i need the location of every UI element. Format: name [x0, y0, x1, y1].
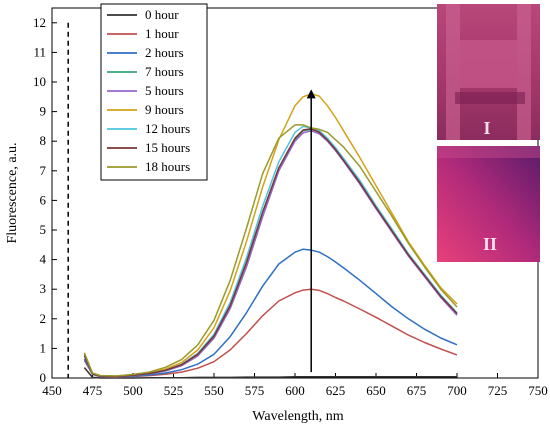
series-line-0	[83, 367, 457, 379]
y-tick-label-4: 4	[40, 252, 47, 267]
y-tick-label-8: 8	[40, 133, 47, 148]
y-tick-label-0: 0	[40, 370, 47, 385]
y-tick-label-9: 9	[40, 104, 47, 119]
y-tick-label-10: 10	[33, 74, 46, 89]
legend-entry-4: 5 hours	[145, 83, 184, 98]
legend-entry-7: 15 hours	[145, 140, 190, 155]
legend-entry-1: 1 hour	[145, 26, 179, 41]
legend-entry-2: 2 hours	[145, 45, 184, 60]
legend-entry-6: 12 hours	[145, 121, 190, 136]
series-lines	[83, 93, 458, 379]
inset-label-II: II	[483, 234, 497, 254]
legend-entry-3: 7 hours	[145, 64, 184, 79]
legend-entry-5: 9 hours	[145, 102, 184, 117]
inset-label-I: I	[483, 118, 490, 138]
y-tick-label-2: 2	[40, 311, 47, 326]
y-tick-label-5: 5	[40, 222, 47, 237]
y-tick-label-11: 11	[33, 44, 46, 59]
inset-photo-I: I	[437, 4, 540, 140]
x-tick-label-4: 550	[204, 383, 224, 398]
x-tick-label-3: 525	[164, 383, 184, 398]
annotations	[67, 22, 316, 378]
x-tick-label-1: 475	[83, 383, 103, 398]
x-axis-label: Wavelength, nm	[252, 409, 344, 424]
legend-entry-0: 0 hour	[145, 7, 179, 22]
x-tick-label-6: 600	[285, 383, 305, 398]
x-tick-label-7: 625	[326, 383, 346, 398]
inset-photo-II: II	[437, 146, 540, 262]
x-tick-label-5: 575	[245, 383, 265, 398]
x-tick-label-8: 650	[366, 383, 386, 398]
x-tick-label-9: 675	[407, 383, 427, 398]
x-tick-label-2: 500	[123, 383, 143, 398]
legend: 0 hour 1 hour 2 hours 7 hours 5 hours 9 hours…	[100, 3, 208, 181]
y-tick-label-1: 1	[40, 340, 47, 355]
x-tick-label-10: 700	[447, 383, 467, 398]
y-tick-label-3: 3	[40, 281, 47, 296]
y-tick-label-12: 12	[33, 15, 46, 30]
y-tick-label-6: 6	[40, 192, 47, 207]
y-tick-label-7: 7	[40, 163, 47, 178]
series-line-8	[83, 124, 458, 377]
x-tick-label-12: 750	[528, 383, 548, 398]
series-line-1	[83, 288, 458, 378]
legend-entry-8: 18 hours	[145, 159, 190, 174]
series-line-2	[83, 248, 458, 378]
x-tick-label-0: 450	[42, 383, 62, 398]
series-line-7	[83, 128, 458, 378]
x-tick-label-11: 725	[488, 383, 508, 398]
y-axis-label: Fluorescence, a.u.	[5, 142, 20, 243]
